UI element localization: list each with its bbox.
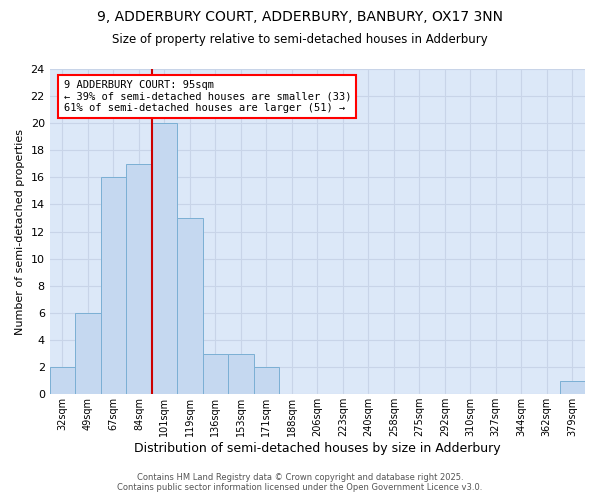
Bar xyxy=(75,313,101,394)
Text: Contains HM Land Registry data © Crown copyright and database right 2025.
Contai: Contains HM Land Registry data © Crown c… xyxy=(118,473,482,492)
X-axis label: Distribution of semi-detached houses by size in Adderbury: Distribution of semi-detached houses by … xyxy=(134,442,500,455)
Text: 9, ADDERBURY COURT, ADDERBURY, BANBURY, OX17 3NN: 9, ADDERBURY COURT, ADDERBURY, BANBURY, … xyxy=(97,10,503,24)
Bar xyxy=(50,367,75,394)
Text: 9 ADDERBURY COURT: 95sqm
← 39% of semi-detached houses are smaller (33)
61% of s: 9 ADDERBURY COURT: 95sqm ← 39% of semi-d… xyxy=(64,80,351,113)
Bar xyxy=(203,354,228,394)
Bar xyxy=(177,218,203,394)
Bar xyxy=(101,178,126,394)
Text: Size of property relative to semi-detached houses in Adderbury: Size of property relative to semi-detach… xyxy=(112,32,488,46)
Bar xyxy=(126,164,152,394)
Bar xyxy=(254,367,279,394)
Bar xyxy=(560,380,585,394)
Y-axis label: Number of semi-detached properties: Number of semi-detached properties xyxy=(15,128,25,334)
Bar xyxy=(228,354,254,394)
Bar xyxy=(152,123,177,394)
